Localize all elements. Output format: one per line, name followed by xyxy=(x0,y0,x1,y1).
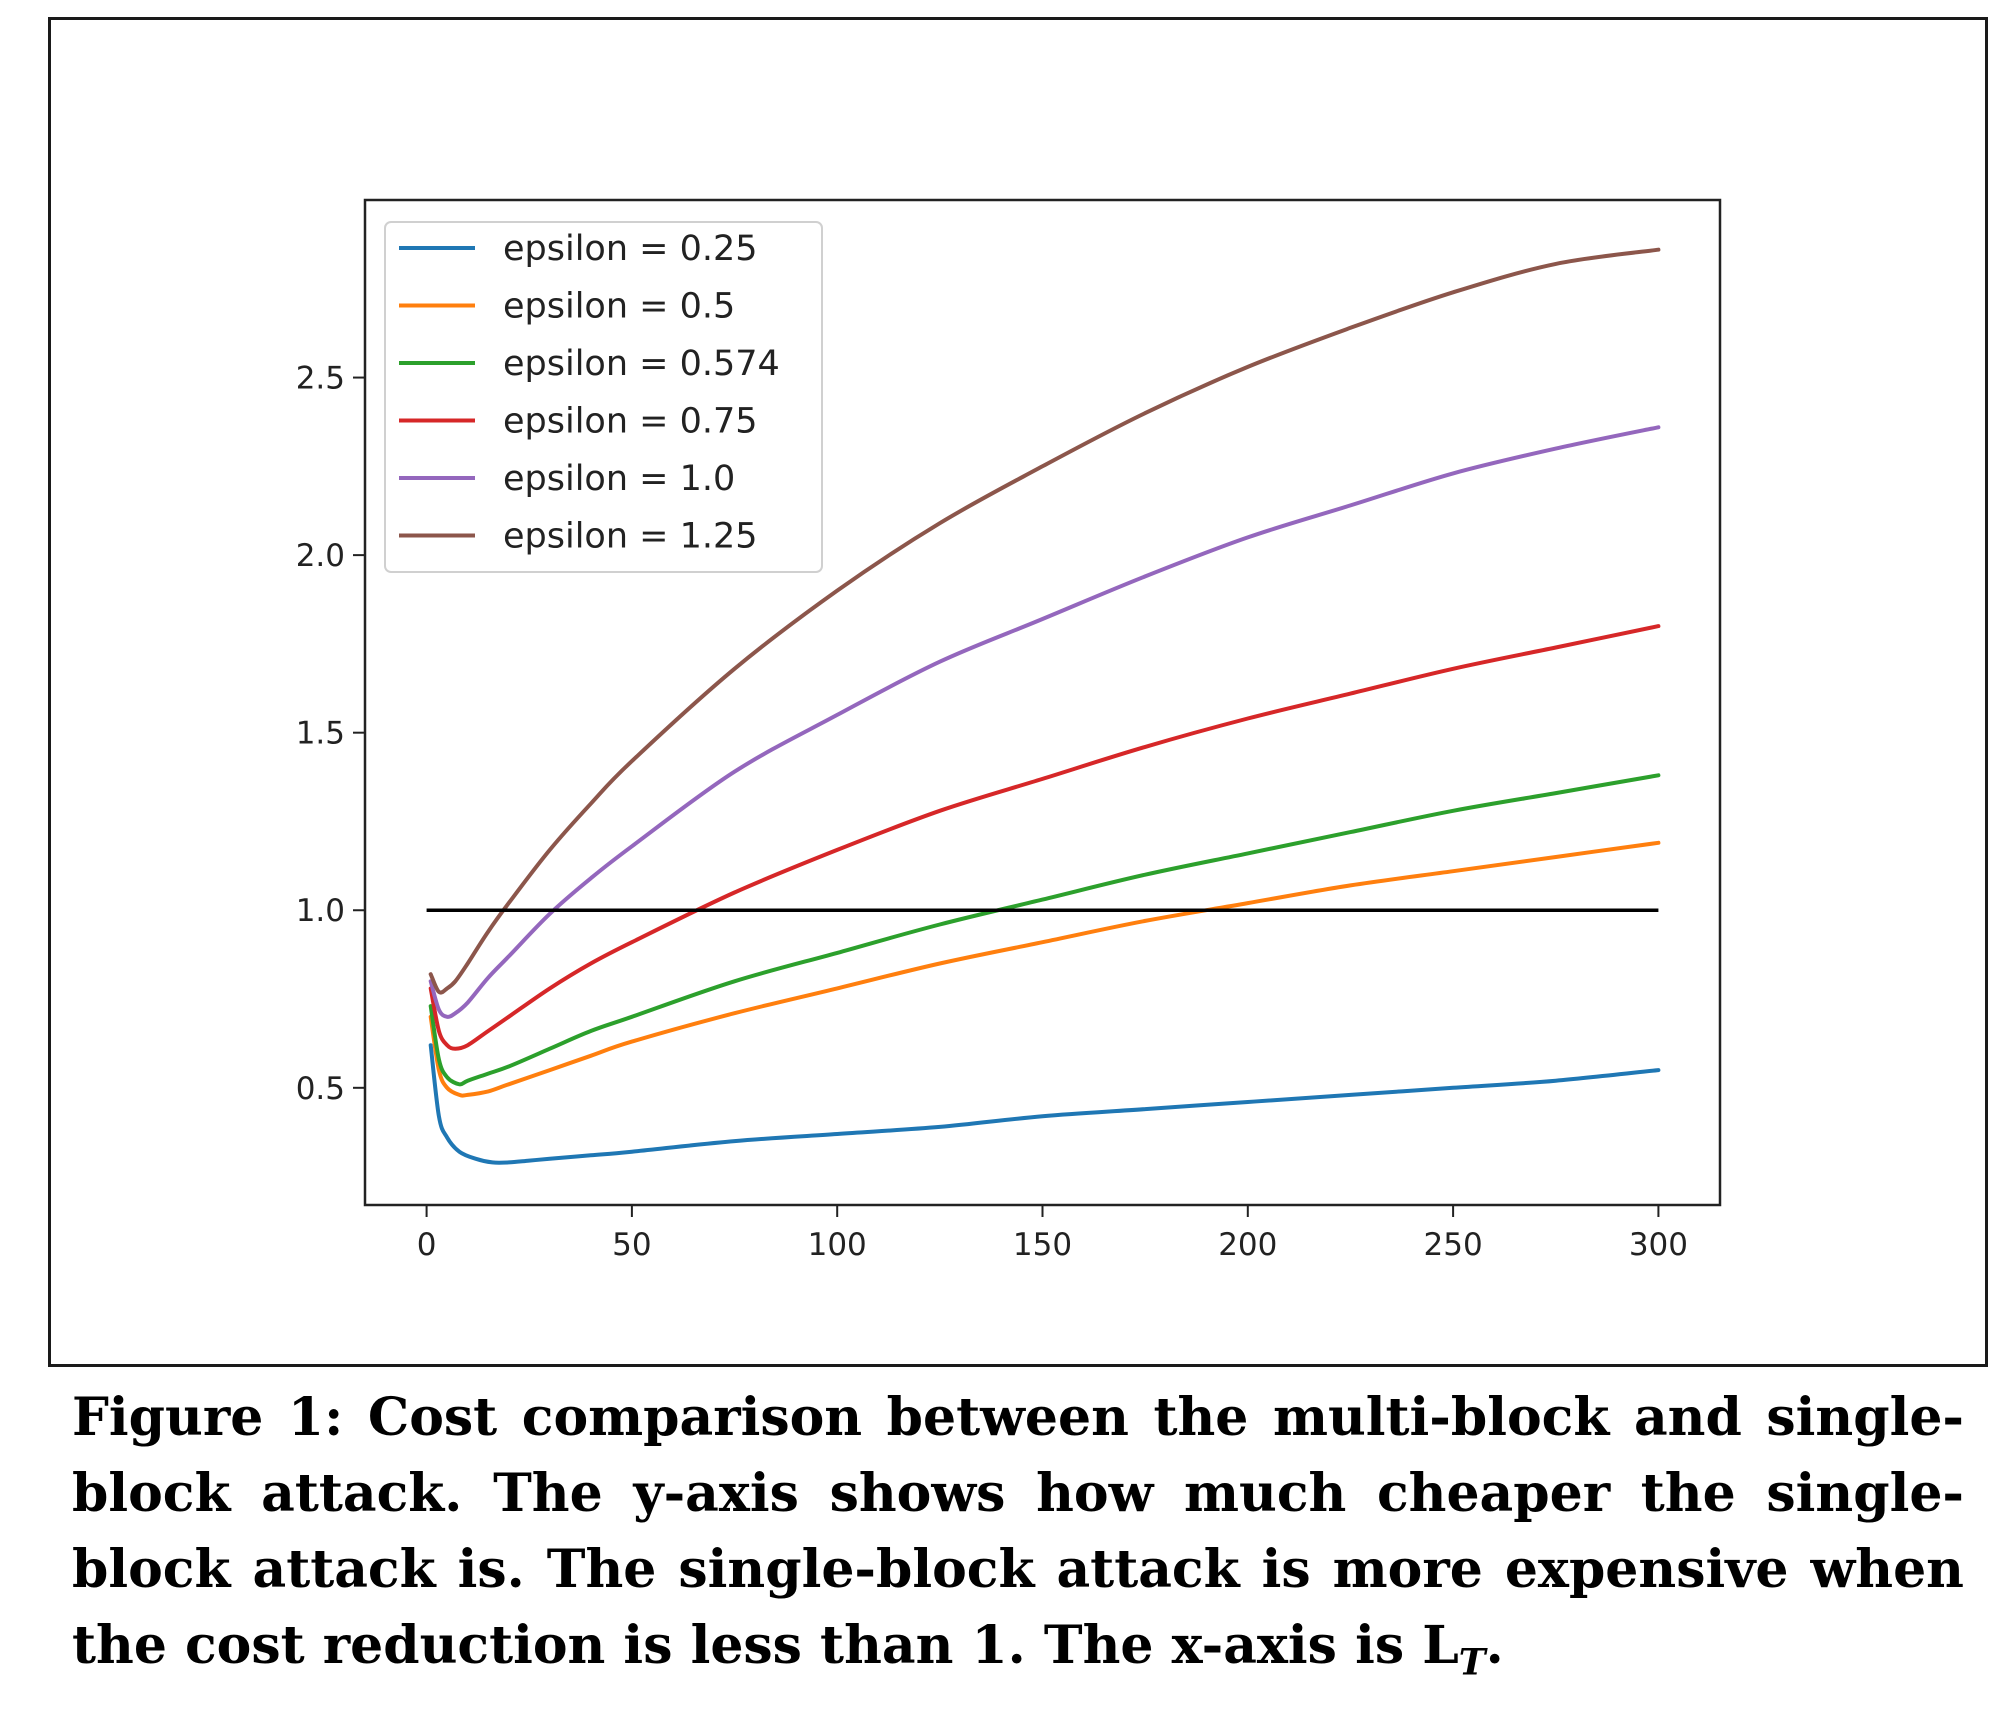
caption-line-4-text: the cost reduction is less than 1. The x… xyxy=(72,1615,1459,1676)
y-tick-label: 2.5 xyxy=(296,361,345,397)
x-tick-label: 0 xyxy=(417,1227,437,1263)
x-tick-label: 50 xyxy=(612,1227,651,1263)
x-tick-label: 150 xyxy=(1013,1227,1072,1263)
x-tick-label: 250 xyxy=(1424,1227,1483,1263)
legend-label: epsilon = 1.25 xyxy=(503,517,758,557)
y-tick-label: 0.5 xyxy=(296,1071,345,1107)
series-line-1 xyxy=(428,1043,1661,1165)
legend-label: epsilon = 1.0 xyxy=(503,459,735,499)
caption-line-4-end: . xyxy=(1485,1615,1504,1676)
series-line-5 xyxy=(428,425,1661,1019)
y-tick-label: 1.0 xyxy=(296,893,345,929)
x-tick-label: 300 xyxy=(1629,1227,1688,1263)
series-line-6 xyxy=(428,247,1661,995)
figure-caption: Figure 1: Cost comparison between the mu… xyxy=(72,1380,1964,1684)
y-tick-label: 1.5 xyxy=(296,716,345,752)
caption-line-3: block attack is. The single-block attack… xyxy=(72,1539,1964,1600)
legend-label: epsilon = 0.574 xyxy=(503,344,780,384)
line-chart: 0 50 100 150 200 250 300 0.5 1.0 1.5 2.0 2.5 epsilon… xyxy=(296,198,1722,1263)
legend-label: epsilon = 0.25 xyxy=(503,229,758,269)
legend-label: epsilon = 0.75 xyxy=(503,402,758,442)
legend-box xyxy=(384,221,823,573)
series-line-2 xyxy=(428,840,1661,1098)
x-tick-label: 100 xyxy=(808,1227,867,1263)
caption-line-4: the cost reduction is less than 1. The x… xyxy=(72,1608,1964,1684)
caption-subscript: T xyxy=(1458,1641,1486,1684)
x-tick-label: 200 xyxy=(1218,1227,1277,1263)
figure-frame xyxy=(48,17,1988,1367)
legend-label: epsilon = 0.5 xyxy=(503,287,735,327)
caption-line-1: Figure 1: Cost comparison between the mu… xyxy=(72,1387,1964,1448)
caption-line-2: block attack. The y-axis shows how much … xyxy=(72,1463,1964,1524)
series-line-3 xyxy=(428,773,1661,1087)
plot-area: 0 50 100 150 200 250 300 0.5 1.0 1.5 2.0 2.5 epsilon… xyxy=(296,198,1722,1263)
y-tick-label: 2.0 xyxy=(296,538,345,574)
series-line-4 xyxy=(428,624,1661,1051)
